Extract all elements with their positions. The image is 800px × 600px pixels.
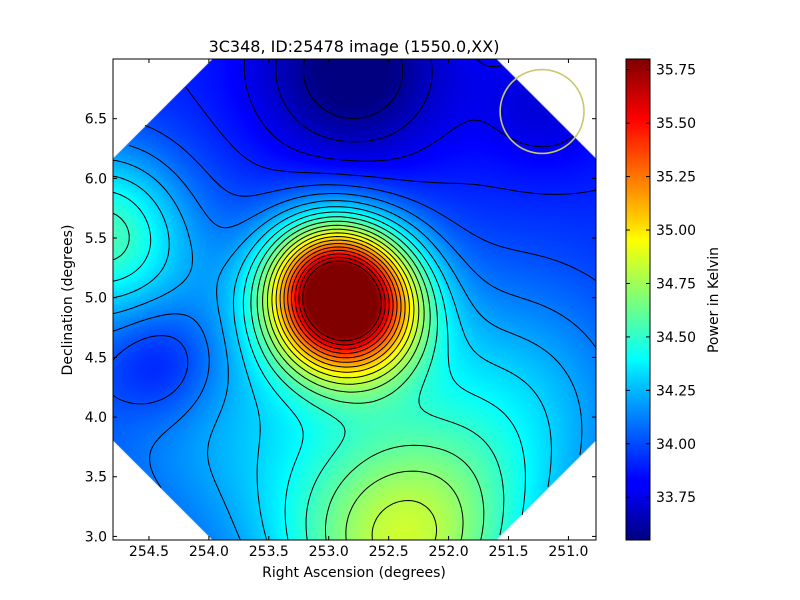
contour-level-12 xyxy=(267,228,438,540)
y-tick-label: 4.0 xyxy=(85,410,107,426)
y-axis-label: Declination (degrees) xyxy=(60,225,76,376)
colorbar-tick-label: 35.00 xyxy=(656,223,696,239)
contour-level-2 xyxy=(243,59,574,162)
y-axis: 3.0 3.5 4.0 4.5 5.0 5.5 6.0 6.5 xyxy=(85,112,596,545)
contour-level-7 xyxy=(113,175,552,540)
plot-frame xyxy=(112,58,597,541)
heatmap-image xyxy=(113,59,596,540)
contour-level-15 xyxy=(279,239,406,368)
contour-level-8 xyxy=(113,191,526,540)
y-tick-label: 3.5 xyxy=(85,470,107,486)
contour-level-6 xyxy=(113,159,583,540)
x-tick-label: 251.5 xyxy=(488,544,528,560)
y-tick-label: 4.5 xyxy=(85,350,107,366)
contour-lines xyxy=(113,59,596,540)
contour-level-20 xyxy=(298,256,386,346)
contour-level-18 xyxy=(290,249,394,354)
contour-level-0 xyxy=(302,59,404,119)
x-tick-label: 251.0 xyxy=(548,544,588,560)
contour-level-3 xyxy=(185,86,596,195)
x-tick-label: 253.0 xyxy=(309,544,349,560)
plot-area xyxy=(112,58,597,541)
colorbar: 33.75 34.00 34.25 34.50 34.75 35.00 35.25 35.50… xyxy=(625,58,722,541)
contour-level-17 xyxy=(287,246,398,359)
x-tick-label: 254.0 xyxy=(189,544,229,560)
contour-level-5 xyxy=(113,145,596,488)
colorbar-tick-label: 34.75 xyxy=(656,276,696,292)
colorbar-tick-label: 34.25 xyxy=(656,383,696,399)
colorbar-label: Power in Kelvin xyxy=(706,247,722,353)
beam-circle xyxy=(499,68,585,155)
x-tick-label: 253.5 xyxy=(249,544,289,560)
contour-level-1 xyxy=(275,59,433,143)
y-tick-label: 5.5 xyxy=(85,231,107,247)
contour-level-4 xyxy=(113,124,596,405)
y-tick-label: 6.5 xyxy=(85,112,107,128)
contour-level-21 xyxy=(302,260,382,342)
contour-level-9 xyxy=(113,212,505,540)
colorbar-gradient xyxy=(625,58,651,541)
colorbar-tick-label: 35.50 xyxy=(656,116,696,132)
colorbar-tick-label: 34.00 xyxy=(656,437,696,453)
x-axis: 254.5 254.0 253.5 253.0 252.5 252.0 251.5 251.0 xyxy=(129,59,588,560)
colorbar-tick-label: 35.75 xyxy=(656,63,696,79)
colorbar-tick-label: 35.25 xyxy=(656,170,696,186)
x-tick-label: 254.5 xyxy=(129,544,169,560)
x-tick-label: 252.5 xyxy=(369,544,409,560)
colorbar-tick-label: 33.75 xyxy=(656,490,696,506)
contour-level-13 xyxy=(271,232,415,379)
contour-level-10 xyxy=(256,220,485,540)
y-tick-label: 5.0 xyxy=(85,291,107,307)
x-axis-label: Right Ascension (degrees) xyxy=(262,565,446,581)
contour-level-16 xyxy=(283,243,402,363)
contour-level-14 xyxy=(275,236,410,373)
x-tick-label: 252.0 xyxy=(429,544,469,560)
chart-title: 3C348, ID:25478 image (1550.0,XX) xyxy=(209,37,500,56)
colorbar-ticks: 33.75 34.00 34.25 34.50 34.75 35.00 35.25 35.50… xyxy=(626,63,696,506)
y-tick-label: 6.0 xyxy=(85,171,107,187)
colorbar-tick-label: 34.50 xyxy=(656,330,696,346)
contour-level-19 xyxy=(294,253,390,350)
contour-level-11 xyxy=(262,224,464,540)
y-tick-label: 3.0 xyxy=(85,529,107,545)
